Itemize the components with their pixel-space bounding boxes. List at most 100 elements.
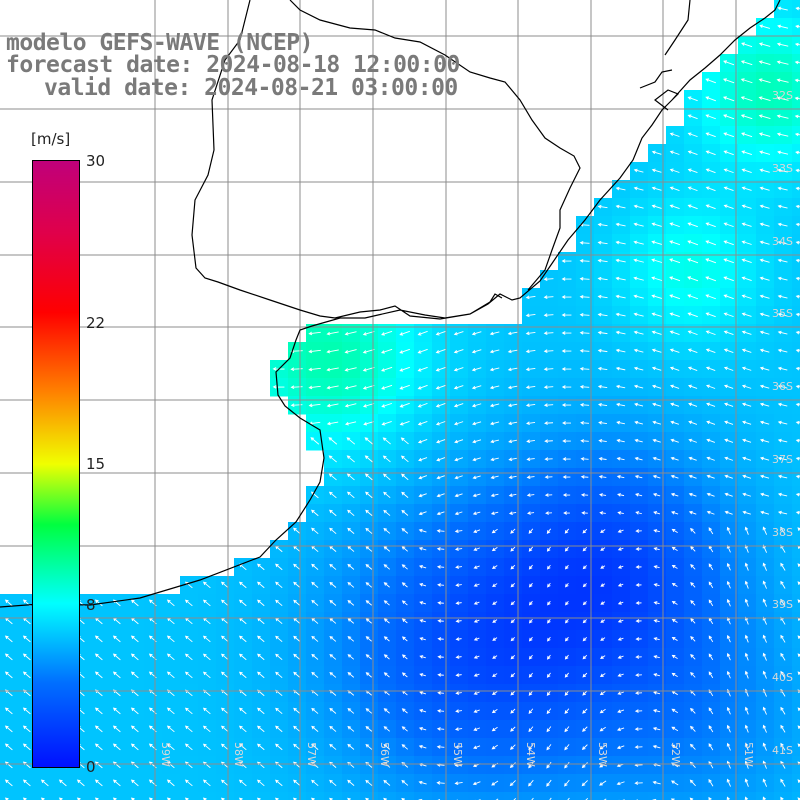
wind-arrow (238, 653, 247, 661)
wind-arrow (526, 421, 536, 426)
wind-arrow (617, 637, 624, 641)
wind-arrow (435, 348, 446, 354)
field-cell (540, 792, 559, 800)
wind-arrow (220, 671, 229, 679)
wind-arrow (547, 564, 551, 570)
wind-arrow (652, 726, 661, 731)
wind-arrow (329, 635, 337, 642)
wind-arrow (724, 420, 734, 425)
wind-arrow (436, 439, 446, 444)
wind-arrow (547, 582, 551, 588)
wind-arrow (417, 366, 428, 372)
wind-arrow (797, 743, 800, 748)
wind-arrow (473, 691, 480, 695)
wind-arrow (562, 439, 571, 443)
wind-arrow (347, 654, 355, 660)
wind-arrow (759, 204, 770, 209)
wind-arrow (328, 473, 337, 481)
wind-arrow (705, 294, 716, 300)
wind-arrow (275, 707, 283, 715)
wind-arrow (383, 654, 390, 660)
field-cell (54, 792, 73, 800)
wind-arrow (563, 511, 570, 515)
wind-arrow (328, 437, 338, 445)
wind-arrow (561, 295, 572, 299)
wind-arrow (399, 348, 411, 354)
wind-arrow (436, 511, 445, 516)
wind-arrow (401, 636, 408, 642)
wind-arrow (383, 618, 390, 624)
wind-arrow (510, 564, 516, 570)
wind-arrow (780, 526, 786, 535)
wind-arrow (598, 438, 607, 443)
wind-arrow (671, 672, 678, 678)
wind-arrow (708, 725, 714, 733)
wind-arrow (669, 240, 681, 246)
latitude-label: 40S (772, 671, 793, 684)
wind-arrow (112, 635, 121, 643)
wind-arrow (581, 762, 588, 769)
wind-arrow (670, 492, 679, 497)
wind-arrow (597, 222, 608, 227)
wind-arrow (293, 581, 301, 588)
wind-arrow (526, 439, 535, 444)
wind-arrow (564, 528, 570, 534)
wind-arrow (671, 726, 679, 732)
wind-arrow (635, 493, 643, 497)
field-cell (792, 468, 800, 487)
wind-arrow (795, 294, 800, 299)
wind-arrow (582, 637, 588, 642)
wind-arrow (293, 527, 301, 535)
wind-arrow (616, 475, 625, 479)
wind-arrow (615, 312, 626, 317)
wind-arrow (455, 565, 463, 569)
wind-arrow (687, 348, 698, 353)
wind-arrow (795, 474, 800, 479)
wind-arrow (94, 797, 99, 800)
wind-arrow (419, 637, 426, 641)
wind-arrow (455, 619, 462, 623)
wind-arrow (741, 186, 752, 191)
wind-arrow (510, 546, 516, 552)
wind-arrow (634, 420, 643, 425)
wind-arrow (293, 743, 301, 751)
wind-arrow (58, 797, 63, 800)
wind-arrow (329, 527, 337, 535)
wind-arrow (202, 707, 211, 715)
wind-arrow (758, 114, 771, 119)
wind-arrow (202, 671, 211, 679)
wind-arrow (401, 779, 409, 786)
wind-arrow (760, 510, 770, 515)
field-cell (792, 90, 800, 109)
wind-arrow (708, 653, 714, 661)
wind-arrow (795, 456, 800, 461)
wind-arrow (615, 276, 626, 281)
wind-arrow (777, 294, 788, 299)
wind-arrow (473, 637, 480, 641)
wind-arrow (705, 276, 717, 282)
wind-arrow (526, 475, 535, 479)
wind-arrow (492, 655, 498, 659)
wind-arrow (290, 367, 303, 372)
wind-arrow (759, 294, 770, 299)
wind-arrow (780, 598, 786, 607)
wind-arrow (726, 562, 731, 571)
wind-arrow (651, 312, 662, 317)
field-cell (738, 792, 757, 800)
wind-arrow (762, 634, 767, 643)
wind-arrow (547, 618, 551, 624)
wind-arrow (688, 510, 697, 515)
wind-arrow (669, 312, 680, 318)
wind-arrow (473, 709, 480, 713)
wind-arrow (600, 637, 606, 641)
wind-arrow (670, 402, 680, 407)
wind-arrow (383, 582, 390, 588)
wind-arrow (401, 491, 409, 498)
wind-arrow (564, 672, 569, 678)
wind-arrow (347, 707, 355, 714)
wind-arrow (740, 96, 753, 102)
wind-arrow (762, 580, 767, 589)
wind-arrow (528, 708, 534, 714)
wind-arrow (507, 331, 518, 336)
wind-arrow (275, 599, 283, 607)
